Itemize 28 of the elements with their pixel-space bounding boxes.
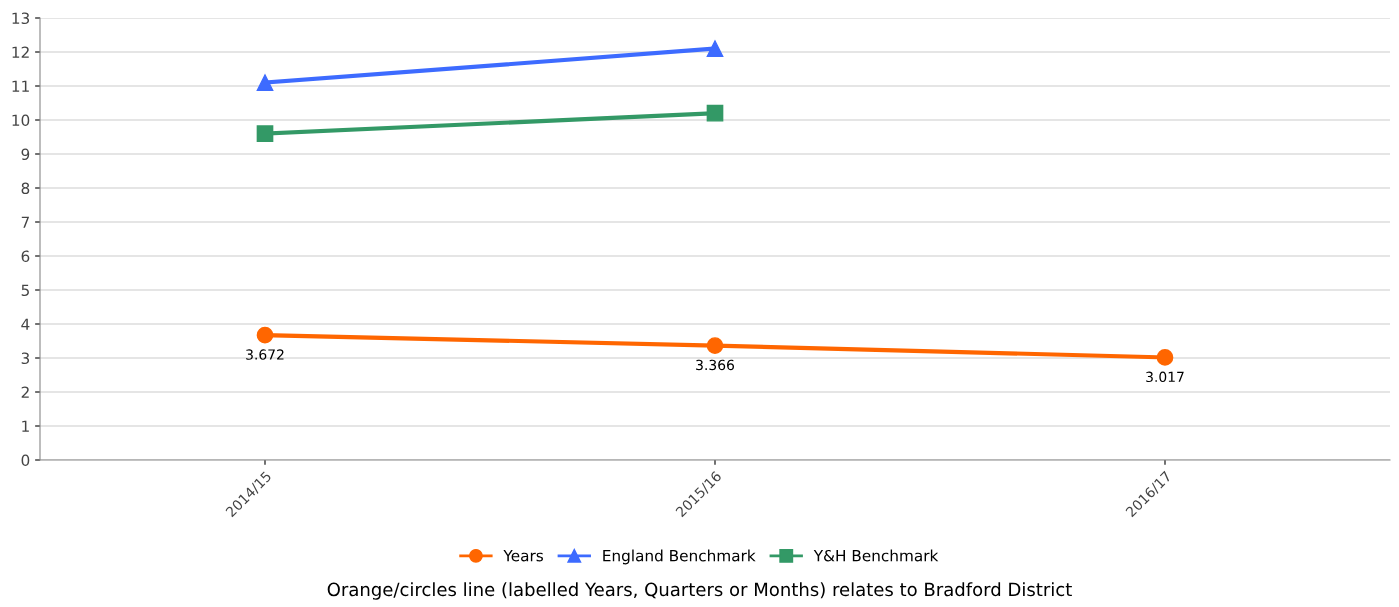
- point: [256, 125, 274, 142]
- y-tick-label: 6: [21, 250, 30, 263]
- data-label: 3.366: [696, 359, 735, 371]
- y-tick-label: 11: [12, 80, 29, 92]
- data-label: 3.672: [246, 349, 284, 360]
- point: [706, 104, 724, 122]
- y-tick-label: 8: [21, 182, 30, 195]
- point: [706, 337, 724, 354]
- point: [1156, 349, 1174, 366]
- y-tick-label: 0: [21, 454, 30, 467]
- y-tick-label: 1: [22, 420, 29, 432]
- text: Orange/circles line (labelled Years, Quarters or Months) relates to Bradford District: [327, 582, 1072, 600]
- y-tick-label: 7: [21, 216, 29, 228]
- legend-label: Years: [503, 550, 543, 562]
- y-tick-label: 13: [12, 12, 30, 25]
- legend-label: England Benchmark: [603, 549, 756, 565]
- point: [256, 74, 274, 91]
- y-tick-label: 4: [21, 318, 30, 330]
- point: [256, 326, 274, 344]
- y-tick-label: 9: [21, 148, 30, 161]
- legend-label: Y&H Benchmark: [813, 549, 939, 562]
- y-tick-label: 3: [21, 352, 30, 365]
- y-tick-label: 2: [21, 386, 29, 398]
- data-label: 3.017: [1146, 371, 1184, 383]
- y-tick-label: 10: [12, 114, 30, 127]
- y-tick-label: 12: [12, 46, 29, 58]
- y-tick-label: 5: [21, 284, 29, 297]
- point: [706, 40, 724, 57]
